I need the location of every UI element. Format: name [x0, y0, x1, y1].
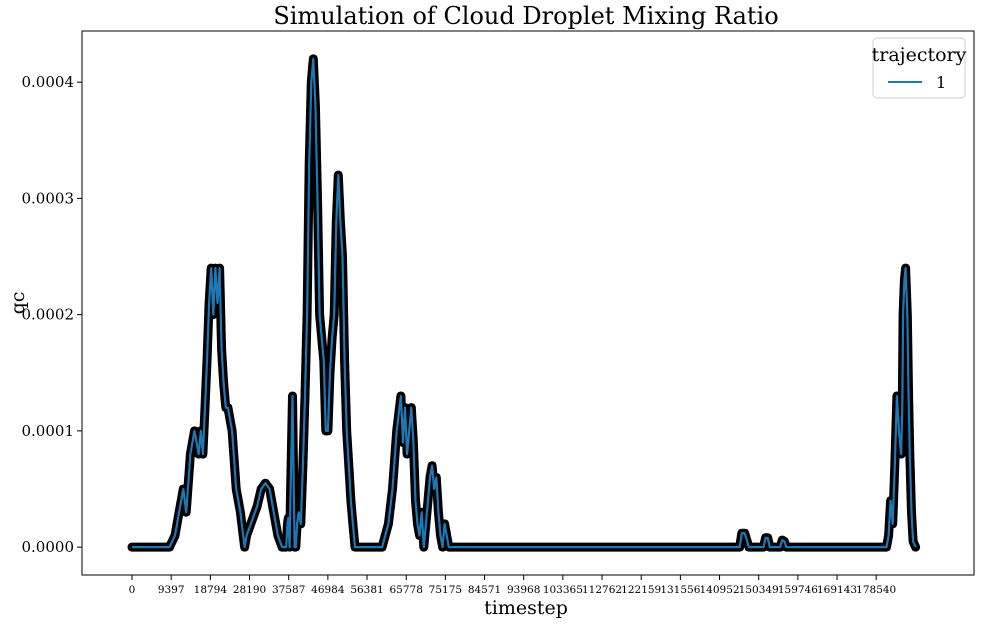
x-tick-label: 178540: [856, 584, 896, 596]
plot-area: [127, 54, 921, 552]
x-tick-label: 103365: [543, 584, 583, 596]
x-tick-label: 65778: [389, 584, 422, 596]
series-marker-band: [127, 54, 921, 552]
x-tick-label: 169143: [817, 584, 857, 596]
x-tick-label: 46984: [311, 584, 345, 596]
x-tick-label: 0: [129, 584, 136, 596]
x-tick-label: 18794: [194, 584, 228, 596]
y-tick-label: 0.0003: [22, 189, 75, 207]
series-markers: [128, 55, 920, 551]
legend: trajectory 1: [872, 37, 967, 99]
x-tick-label: 84571: [468, 584, 501, 596]
chart-title: Simulation of Cloud Droplet Mixing Ratio: [273, 2, 778, 30]
x-tick-label: 56381: [350, 584, 383, 596]
x-tick-label: 75175: [429, 584, 462, 596]
y-tick-label: 0.0001: [22, 422, 75, 440]
series-line-1: [132, 57, 917, 549]
y-axis-label: qc: [7, 292, 29, 315]
x-axis-label: timestep: [484, 597, 568, 619]
x-tick-label: 140952: [699, 584, 739, 596]
y-tick-label: 0.0004: [22, 73, 75, 91]
x-tick-label: 131556: [660, 584, 700, 596]
plot-frame: [81, 30, 975, 576]
x-tick-label: 122159: [621, 584, 661, 596]
x-tick-label: 28190: [233, 584, 266, 596]
x-tick-label: 150349: [739, 584, 779, 596]
x-tick-label: 9397: [158, 584, 185, 596]
x-tick-label: 37587: [272, 584, 305, 596]
legend-title: trajectory: [872, 44, 967, 66]
legend-entry-label: 1: [936, 73, 946, 92]
y-tick-label: 0.0002: [22, 306, 75, 324]
x-tick-label: 159746: [778, 584, 818, 596]
x-tick-label: 112762: [582, 584, 622, 596]
y-axis: 0.0000 0.0001 0.0002 0.0003 0.0004: [22, 73, 82, 556]
x-axis: 0 9397 18794 28190 37587 46984 56381 65778 75175…: [129, 575, 896, 596]
x-tick-label: 93968: [507, 584, 540, 596]
y-tick-label: 0.0000: [22, 538, 75, 556]
